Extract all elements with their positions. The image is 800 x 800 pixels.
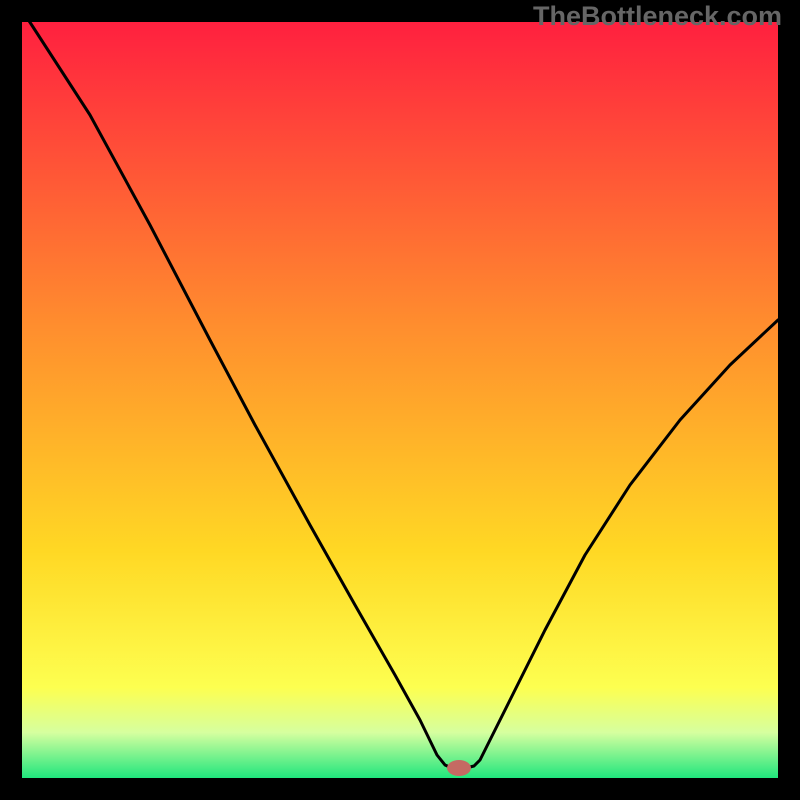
- watermark-text: TheBottleneck.com: [533, 1, 782, 32]
- chart-svg: [0, 0, 800, 800]
- bottleneck-curve: [22, 10, 778, 768]
- minimum-marker: [447, 760, 471, 776]
- chart-frame: TheBottleneck.com: [0, 0, 800, 800]
